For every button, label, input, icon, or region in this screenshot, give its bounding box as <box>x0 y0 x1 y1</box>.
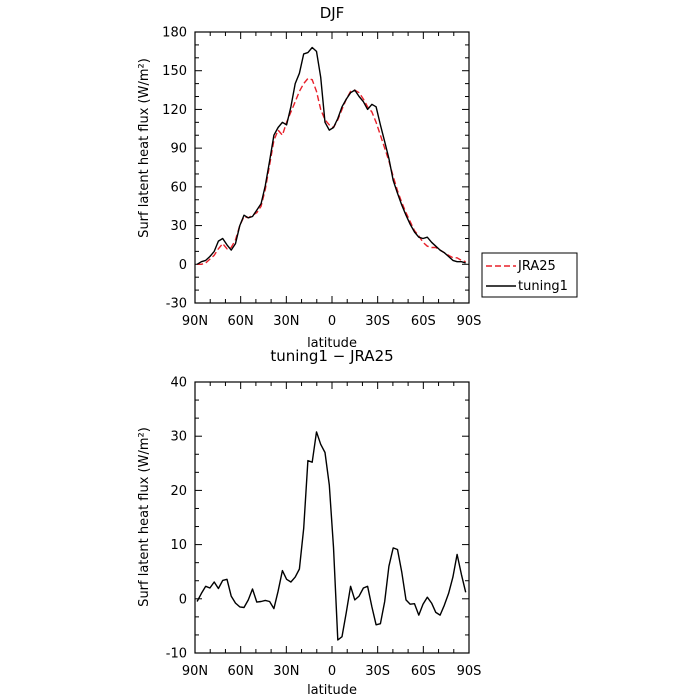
x-tick-label: 30S <box>365 664 390 679</box>
y-tick-label: 0 <box>179 592 187 607</box>
series-lines <box>196 431 467 641</box>
panel-djf: DJF Surf latent heat flux (W/m²) latitud… <box>137 4 481 351</box>
y-tick-label: -10 <box>166 647 187 662</box>
x-tick-label: 30S <box>365 314 390 329</box>
legend-box <box>481 252 578 298</box>
series-line-tuning1 <box>196 46 466 265</box>
x-tick-label: 90N <box>182 314 208 329</box>
x-tick-label: 90N <box>182 664 208 679</box>
x-axis-label: latitude <box>307 683 357 698</box>
x-tick-label: 60N <box>228 314 254 329</box>
y-tick-label: -30 <box>166 297 187 312</box>
x-tick-label: 60N <box>228 664 254 679</box>
y-axis-label: Surf latent heat flux (W/m²) <box>137 427 152 607</box>
y-tick-label: 0 <box>179 258 187 273</box>
y-tick-label: 90 <box>170 142 187 157</box>
y-tick-label: 120 <box>162 103 187 118</box>
x-tick-label: 90S <box>457 314 482 329</box>
axis-ticks: 90N 60N 30N 0 30S 60S 90S -10 0 10 20 30 40 <box>166 376 482 680</box>
series-line-difference <box>196 431 467 641</box>
y-tick-label: 150 <box>162 64 187 79</box>
series-lines <box>196 46 466 265</box>
y-tick-label: 10 <box>170 538 187 553</box>
x-axis-label: latitude <box>307 336 357 351</box>
panel-title: tuning1 − JRA25 <box>270 347 393 365</box>
y-tick-label: 180 <box>162 26 187 41</box>
legend-label-jra25: JRA25 <box>517 259 556 274</box>
y-tick-label: 30 <box>170 430 187 445</box>
plot-frame <box>194 31 470 304</box>
y-tick-label: 40 <box>170 376 187 391</box>
legend: JRA25 tuning1 <box>481 252 578 298</box>
legend-label-tuning1: tuning1 <box>518 279 568 294</box>
y-axis-label: Surf latent heat flux (W/m²) <box>137 58 152 238</box>
x-tick-label: 30N <box>273 664 299 679</box>
axis-ticks: 90N 60N 30N 0 30S 60S 90S -30 0 30 60 90 120 150 180 <box>162 26 481 330</box>
y-tick-label: 20 <box>170 484 187 499</box>
panel-title: DJF <box>320 4 345 22</box>
x-tick-label: 0 <box>328 664 336 679</box>
x-tick-label: 90S <box>457 664 482 679</box>
panel-difference: tuning1 − JRA25 Surf latent heat flux (W… <box>137 347 481 698</box>
x-tick-label: 30N <box>273 314 299 329</box>
x-tick-label: 60S <box>411 314 436 329</box>
x-tick-label: 60S <box>411 664 436 679</box>
y-tick-label: 60 <box>170 180 187 195</box>
x-tick-label: 0 <box>328 314 336 329</box>
y-tick-label: 30 <box>170 219 187 234</box>
